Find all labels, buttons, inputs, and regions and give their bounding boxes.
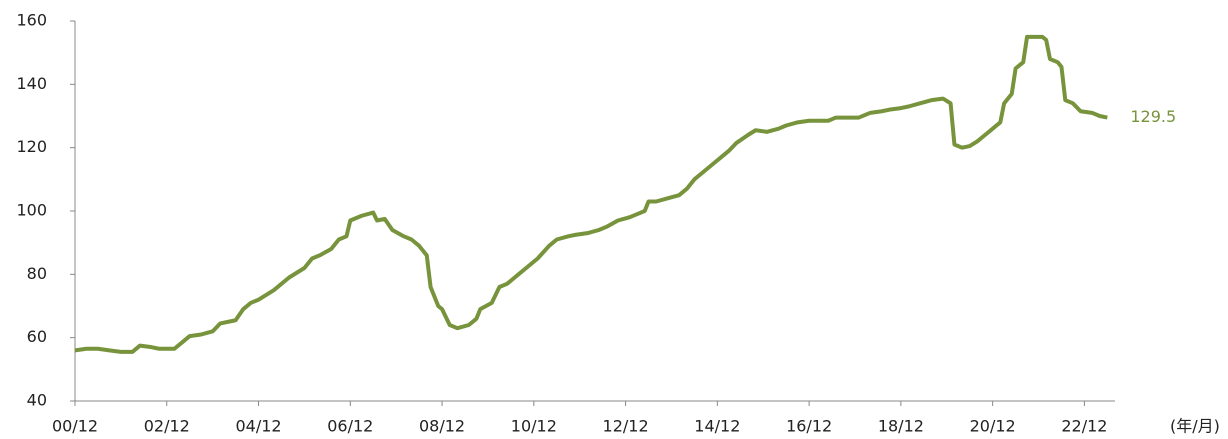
y-tick-label: 120 [16,137,47,156]
y-tick-label: 160 [16,11,47,30]
y-tick-label: 100 [16,201,47,220]
x-tick-label: 08/12 [419,417,465,436]
x-tick-label: 00/12 [52,417,98,436]
x-tick-label: 02/12 [144,417,190,436]
x-tick-label: 06/12 [327,417,373,436]
x-tick-label: 16/12 [786,417,832,436]
x-tick-label: 04/12 [235,417,281,436]
end-value-label: 129.5 [1130,107,1176,126]
x-axis-label: (年/月) [1170,417,1220,436]
x-tick-label: 20/12 [970,417,1016,436]
x-tick-label: 10/12 [511,417,557,436]
x-tick-label: 18/12 [878,417,924,436]
x-tick-label: 22/12 [1061,417,1107,436]
x-tick-label: 12/12 [603,417,649,436]
y-tick-label: 40 [27,391,47,410]
line [74,34,1108,354]
y-tick-label: 80 [27,264,47,283]
x-tick-label: 14/12 [694,417,740,436]
y-tick-label: 60 [27,327,47,346]
y-tick-label: 140 [16,74,47,93]
